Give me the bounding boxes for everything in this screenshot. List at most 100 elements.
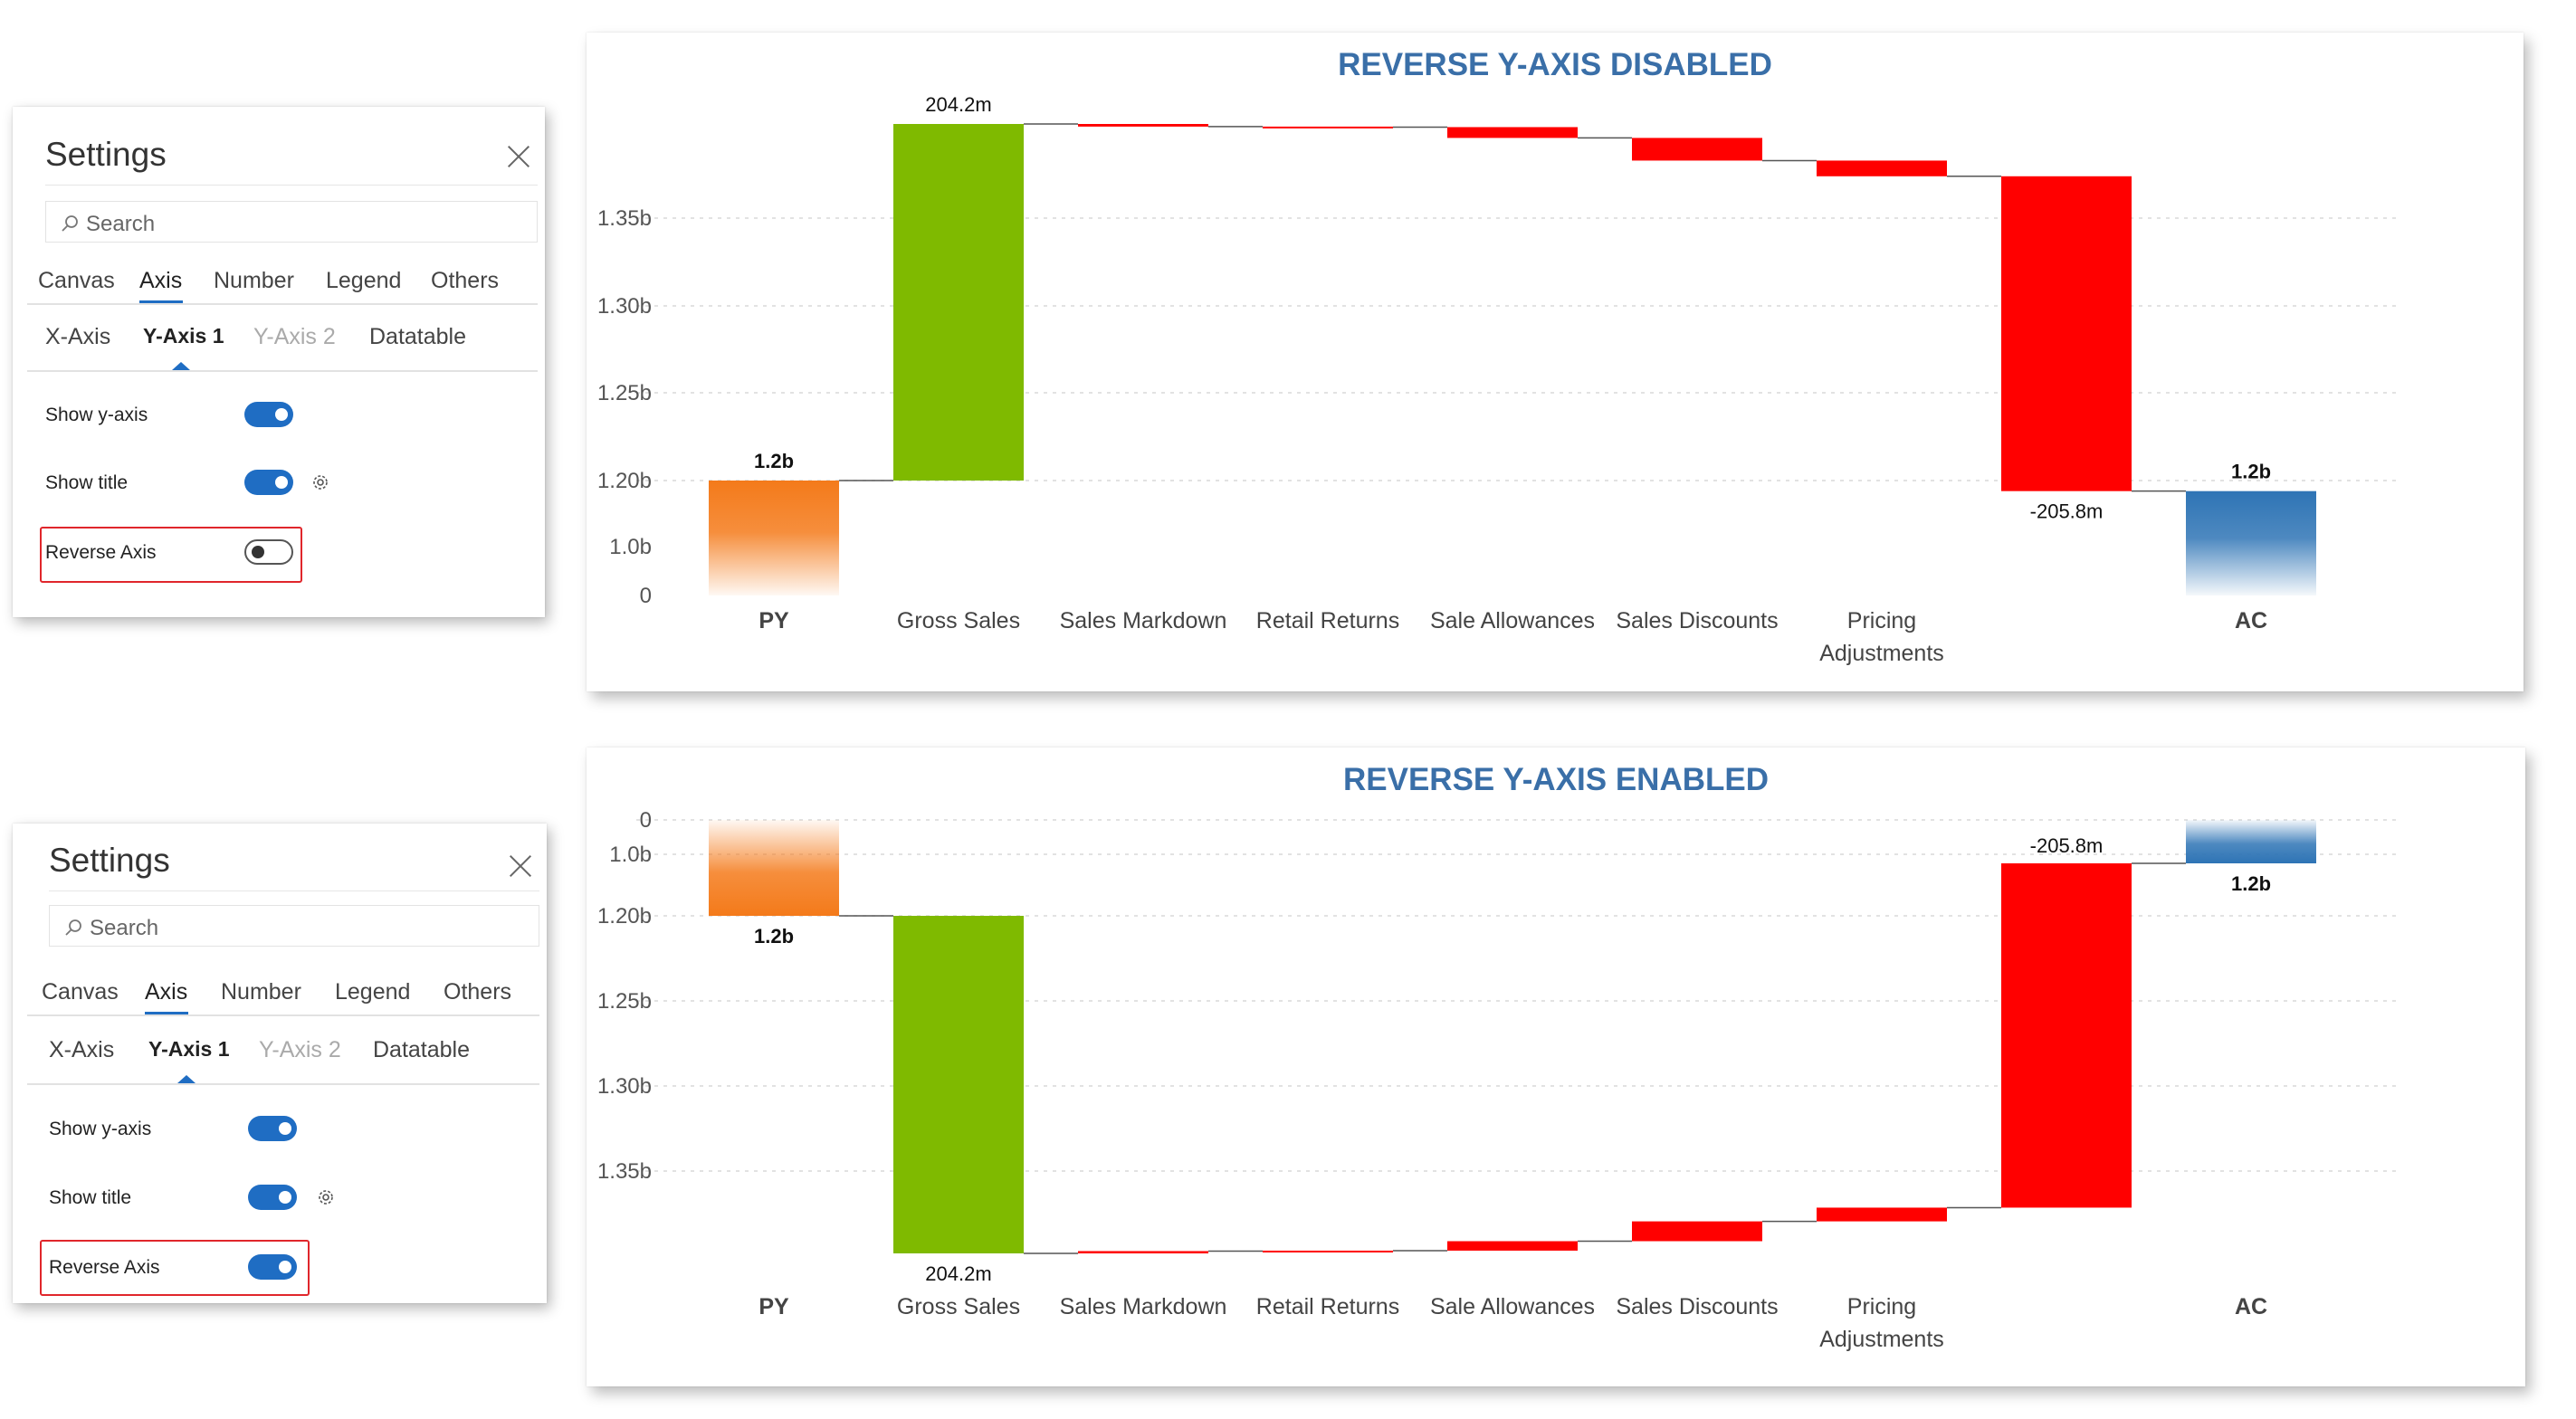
divider — [27, 370, 538, 372]
bar-net-change[interactable] — [2001, 863, 2132, 1208]
bar-gross-sales[interactable] — [893, 916, 1024, 1253]
data-label: 1.2b — [2231, 872, 2271, 895]
bar-sales-markdown[interactable] — [1078, 1251, 1208, 1253]
category-label: Pricing — [1847, 608, 1916, 633]
bar-net-change[interactable] — [2001, 176, 2132, 491]
subtab-x-axis[interactable]: X-Axis — [49, 1037, 115, 1062]
category-label: Sales Discounts — [1616, 1294, 1778, 1319]
chart-title: REVERSE Y-AXIS DISABLED — [1338, 47, 1772, 82]
subtab-datatable[interactable]: Datatable — [373, 1037, 471, 1062]
reverse-axis-highlight — [40, 527, 302, 583]
show-y-axis-label: Show y-axis — [45, 405, 148, 425]
tab-axis[interactable]: Axis — [145, 979, 188, 1005]
chart-title: REVERSE Y-AXIS ENABLED — [1342, 762, 1770, 797]
y-tick-label: 0 — [640, 584, 652, 608]
reverse-axis-toggle[interactable] — [244, 539, 293, 565]
tab-number[interactable]: Number — [214, 268, 294, 293]
y-tick-label: 1.30b — [597, 1074, 652, 1099]
gear-icon[interactable] — [310, 471, 331, 493]
subtab-x-axis[interactable]: X-Axis — [45, 324, 111, 349]
data-label: 1.2b — [754, 925, 794, 948]
reverse-axis-toggle[interactable] — [248, 1254, 297, 1280]
tab-bar: Canvas Axis Number Legend Others — [13, 979, 539, 1024]
category-label: Gross Sales — [897, 608, 1020, 633]
close-icon[interactable] — [509, 854, 532, 878]
active-subtab-caret-icon — [172, 362, 190, 370]
category-label: Sales Markdown — [1060, 608, 1227, 633]
category-label: AC — [2235, 608, 2267, 633]
subtab-bar: X-Axis Y-Axis 1 Y-Axis 2 Datatable — [13, 1037, 539, 1085]
bar-py[interactable] — [709, 820, 839, 916]
bar-py[interactable] — [709, 481, 839, 595]
show-title-toggle[interactable] — [248, 1185, 297, 1210]
search-input[interactable]: Search — [45, 201, 538, 243]
tab-legend[interactable]: Legend — [326, 268, 402, 293]
waterfall-chart: 0 1.0b 1.20b 1.25b 1.30b 1.35b 1.2b 204.2m -205.… — [597, 93, 2397, 666]
data-label: -205.8m — [2030, 834, 2104, 857]
y-tick-label: 0 — [640, 808, 652, 833]
bar-retail-returns[interactable] — [1263, 126, 1393, 129]
panel-title: Settings — [49, 842, 170, 879]
subtab-datatable[interactable]: Datatable — [369, 324, 467, 349]
bar-ac[interactable] — [2186, 490, 2316, 595]
gear-icon[interactable] — [315, 1186, 337, 1208]
tab-axis[interactable]: Axis — [139, 268, 183, 293]
bar-sale-allowances[interactable] — [1447, 1241, 1578, 1251]
category-label: Retail Returns — [1256, 608, 1399, 633]
tab-others[interactable]: Others — [444, 979, 512, 1005]
close-icon[interactable] — [507, 145, 530, 168]
settings-panel: Settings Search Canvas Axis Number Legen… — [13, 824, 547, 1303]
category-label: Gross Sales — [897, 1294, 1020, 1319]
show-title-label: Show title — [45, 472, 129, 493]
bar-sales-markdown[interactable] — [1078, 124, 1208, 127]
active-tab-indicator — [139, 300, 183, 303]
panel-title: Settings — [45, 136, 167, 173]
divider — [49, 890, 539, 891]
y-tick-label: 1.25b — [597, 989, 652, 1014]
y-tick-label: 1.20b — [597, 904, 652, 929]
subtab-y-axis-1[interactable]: Y-Axis 1 — [143, 324, 224, 348]
y-tick-label: 1.25b — [597, 381, 652, 405]
active-tab-indicator — [145, 1012, 188, 1014]
category-label: Sale Allowances — [1430, 608, 1595, 633]
reverse-axis-label: Reverse Axis — [45, 542, 157, 563]
tab-legend[interactable]: Legend — [335, 979, 411, 1005]
tab-others[interactable]: Others — [431, 268, 500, 293]
bar-sales-discounts[interactable] — [1632, 1221, 1762, 1242]
search-placeholder: Search — [90, 916, 159, 940]
bar-pricing-adjustments[interactable] — [1817, 1207, 1947, 1222]
subtab-y-axis-1[interactable]: Y-Axis 1 — [148, 1037, 230, 1061]
y-tick-label: 1.35b — [597, 206, 652, 231]
category-label: Adjustments — [1819, 1327, 1944, 1352]
reverse-axis-highlight — [40, 1240, 310, 1296]
data-label: 204.2m — [925, 1262, 991, 1285]
bar-sale-allowances[interactable] — [1447, 127, 1578, 138]
data-label: 204.2m — [925, 93, 991, 116]
bar-gross-sales[interactable] — [893, 124, 1024, 481]
y-tick-label: 1.20b — [597, 469, 652, 493]
tab-bar: Canvas Axis Number Legend Others — [13, 268, 538, 313]
show-y-axis-toggle[interactable] — [248, 1116, 297, 1141]
subtab-y-axis-2: Y-Axis 2 — [253, 324, 336, 349]
y-tick-label: 1.30b — [597, 294, 652, 319]
tab-number[interactable]: Number — [221, 979, 301, 1005]
bar-retail-returns[interactable] — [1263, 1250, 1393, 1252]
divider — [27, 1083, 539, 1085]
reverse-axis-label: Reverse Axis — [49, 1257, 160, 1278]
show-y-axis-toggle[interactable] — [244, 402, 293, 427]
bar-sales-discounts[interactable] — [1632, 138, 1762, 161]
show-title-label: Show title — [49, 1187, 132, 1208]
bar-pricing-adjustments[interactable] — [1817, 160, 1947, 176]
category-label: Pricing — [1847, 1294, 1916, 1319]
y-tick-label: 1.35b — [597, 1159, 652, 1184]
tab-canvas[interactable]: Canvas — [38, 268, 115, 293]
search-placeholder: Search — [86, 212, 156, 236]
divider — [27, 303, 538, 305]
category-label: Sales Discounts — [1616, 608, 1778, 633]
category-label: Sale Allowances — [1430, 1294, 1595, 1319]
category-label: Sales Markdown — [1060, 1294, 1227, 1319]
search-input[interactable]: Search — [49, 905, 539, 947]
bar-ac[interactable] — [2186, 820, 2316, 863]
tab-canvas[interactable]: Canvas — [42, 979, 119, 1005]
show-title-toggle[interactable] — [244, 470, 293, 495]
